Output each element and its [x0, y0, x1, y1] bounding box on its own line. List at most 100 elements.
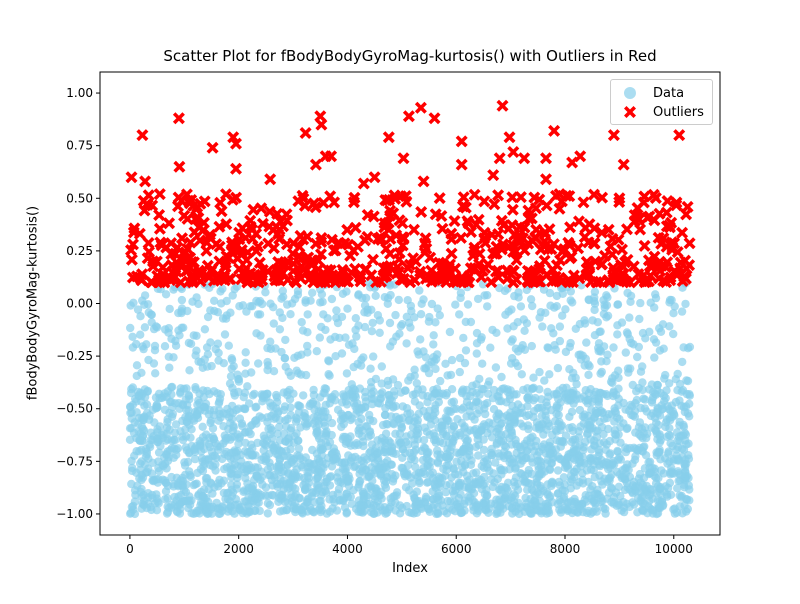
outlier-point — [400, 195, 413, 208]
data-point — [501, 310, 510, 319]
data-point — [496, 485, 505, 495]
data-point — [511, 358, 520, 367]
data-point — [410, 313, 419, 322]
outlier-point — [577, 196, 590, 209]
data-point — [126, 301, 135, 310]
outlier-point — [673, 129, 686, 142]
outlier-point — [574, 150, 587, 163]
data-point — [658, 502, 667, 511]
outlier-point — [309, 158, 322, 171]
data-point — [606, 377, 616, 386]
data-point — [542, 401, 552, 410]
data-point — [494, 435, 504, 444]
data-point — [214, 509, 224, 518]
data-point — [519, 315, 528, 324]
data-point — [210, 296, 219, 305]
data-point — [387, 498, 396, 507]
data-point — [342, 400, 352, 409]
data-point — [572, 481, 581, 490]
data-point — [674, 454, 683, 464]
x-tick-label: 10000 — [655, 542, 693, 556]
data-point — [590, 305, 599, 315]
data-point — [294, 436, 303, 445]
data-point — [139, 413, 149, 422]
outlier-point — [215, 205, 228, 218]
outlier-point — [676, 226, 689, 239]
data-point — [254, 359, 263, 368]
data-point — [277, 468, 286, 477]
data-point — [413, 420, 422, 429]
data-point — [200, 325, 210, 334]
outlier-point — [367, 253, 379, 266]
outlier-point — [178, 209, 191, 222]
data-point — [200, 355, 209, 364]
outlier-point — [407, 252, 420, 265]
outlier-point — [530, 202, 542, 215]
outlier-point — [652, 231, 665, 244]
data-point — [442, 389, 452, 398]
outlier-point — [271, 207, 284, 220]
data-point — [163, 418, 172, 427]
data-point — [206, 478, 215, 487]
data-point — [204, 410, 214, 419]
data-point — [301, 370, 311, 380]
data-point — [325, 507, 335, 516]
outlier-point — [251, 273, 264, 286]
data-point — [365, 415, 375, 424]
outlier-point — [455, 231, 467, 244]
data-point — [317, 506, 326, 515]
outlier-point — [497, 219, 510, 232]
data-point — [483, 460, 492, 469]
outlier-point — [666, 241, 679, 254]
data-point — [199, 402, 208, 412]
data-point — [275, 455, 285, 464]
data-point — [240, 388, 250, 397]
data-point — [215, 406, 224, 415]
data-point — [527, 509, 536, 518]
data-point — [319, 388, 328, 398]
outlier-point — [473, 247, 486, 260]
data-point — [171, 420, 181, 429]
outlier-point — [529, 232, 542, 245]
data-point — [264, 471, 273, 480]
outlier-point — [315, 118, 328, 131]
data-point — [642, 407, 651, 416]
outlier-point — [367, 210, 380, 223]
data-point — [349, 393, 358, 403]
data-point — [574, 433, 584, 442]
outlier-point — [583, 258, 596, 271]
outlier-point — [681, 200, 694, 213]
outlier-point — [468, 188, 481, 201]
data-point — [391, 506, 400, 515]
data-point — [202, 343, 212, 352]
outlier-point — [296, 189, 309, 202]
data-point — [208, 424, 218, 433]
legend: Data Outliers — [610, 79, 713, 125]
data-point — [177, 308, 186, 318]
data-point — [655, 445, 664, 454]
outlier-point — [272, 228, 284, 240]
data-point — [617, 318, 627, 327]
data-point — [491, 458, 500, 467]
data-point — [668, 441, 677, 451]
data-point — [442, 431, 451, 440]
outlier-point — [374, 231, 387, 244]
outlier-point — [595, 226, 608, 239]
data-point — [622, 328, 632, 337]
data-point — [542, 509, 551, 518]
data-point — [127, 424, 136, 433]
data-point — [473, 294, 483, 304]
data-point — [361, 293, 371, 303]
data-point — [621, 405, 630, 414]
outlier-point — [200, 236, 213, 249]
data-point — [198, 492, 208, 501]
data-point — [244, 500, 253, 510]
data-point — [625, 313, 634, 322]
data-point — [351, 452, 360, 462]
data-point — [126, 323, 135, 333]
data-point — [664, 449, 673, 458]
data-point — [142, 340, 151, 349]
data-point — [294, 401, 304, 410]
data-point — [478, 359, 487, 368]
data-point — [669, 309, 678, 318]
